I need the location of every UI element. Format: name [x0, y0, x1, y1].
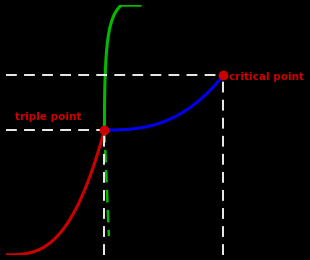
Text: triple point: triple point	[15, 112, 82, 122]
Text: critical point: critical point	[229, 72, 304, 82]
